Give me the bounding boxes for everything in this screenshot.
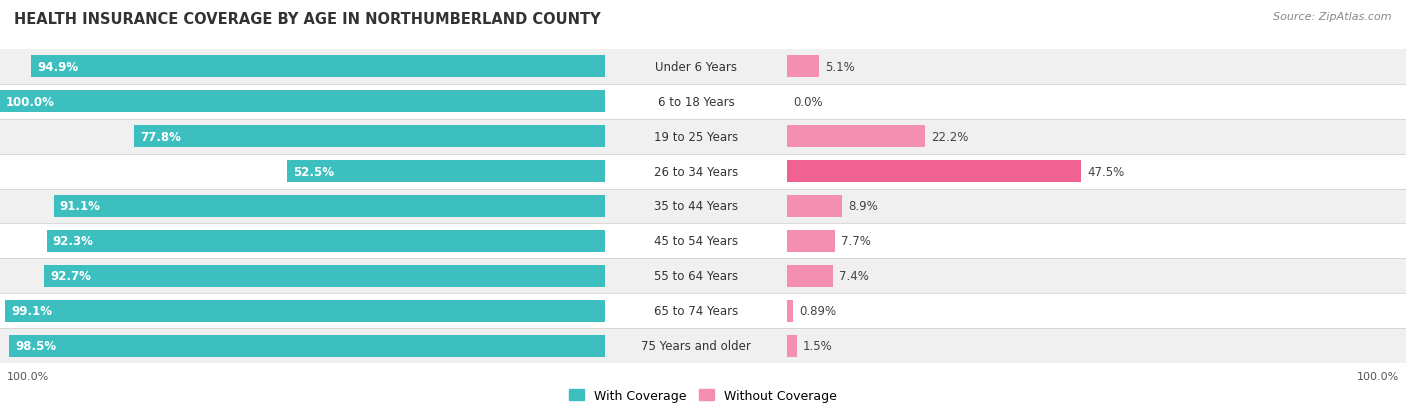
Text: 91.1%: 91.1% <box>60 200 101 213</box>
Bar <box>0 224 605 259</box>
Bar <box>0 84 605 119</box>
Bar <box>787 189 1406 224</box>
Text: Source: ZipAtlas.com: Source: ZipAtlas.com <box>1274 12 1392 22</box>
Text: 0.89%: 0.89% <box>799 305 837 318</box>
Text: HEALTH INSURANCE COVERAGE BY AGE IN NORTHUMBERLAND COUNTY: HEALTH INSURANCE COVERAGE BY AGE IN NORT… <box>14 12 600 27</box>
Bar <box>605 84 787 119</box>
Bar <box>787 329 1406 363</box>
Text: 22.2%: 22.2% <box>931 130 969 143</box>
Bar <box>0 329 605 363</box>
Bar <box>0 154 605 189</box>
Bar <box>287 161 605 183</box>
Bar <box>0 294 605 329</box>
Text: 6 to 18 Years: 6 to 18 Years <box>658 95 734 108</box>
Bar <box>53 196 605 217</box>
Text: 1.5%: 1.5% <box>803 339 832 352</box>
Bar <box>787 230 835 252</box>
Text: 100.0%: 100.0% <box>7 371 49 381</box>
Bar <box>0 91 605 113</box>
Bar <box>0 50 605 84</box>
Text: 52.5%: 52.5% <box>294 165 335 178</box>
Bar <box>46 230 605 252</box>
Text: 100.0%: 100.0% <box>1357 371 1399 381</box>
Text: 0.0%: 0.0% <box>793 95 823 108</box>
Bar <box>134 126 605 147</box>
Bar <box>605 50 787 84</box>
Text: 75 Years and older: 75 Years and older <box>641 339 751 352</box>
Bar <box>787 266 834 287</box>
Bar <box>787 300 793 322</box>
Text: 45 to 54 Years: 45 to 54 Years <box>654 235 738 248</box>
Bar <box>605 189 787 224</box>
Bar <box>787 84 1406 119</box>
Bar <box>605 259 787 294</box>
Text: 100.0%: 100.0% <box>6 95 55 108</box>
Bar <box>787 50 1406 84</box>
Bar <box>787 294 1406 329</box>
Bar <box>605 329 787 363</box>
Text: 94.9%: 94.9% <box>37 61 77 74</box>
Text: 35 to 44 Years: 35 to 44 Years <box>654 200 738 213</box>
Text: 7.7%: 7.7% <box>841 235 872 248</box>
Bar <box>0 189 605 224</box>
Text: Under 6 Years: Under 6 Years <box>655 61 737 74</box>
Text: 26 to 34 Years: 26 to 34 Years <box>654 165 738 178</box>
Bar <box>31 56 605 78</box>
Text: 7.4%: 7.4% <box>839 270 869 283</box>
Bar <box>0 259 605 294</box>
Bar <box>0 119 605 154</box>
Bar <box>605 119 787 154</box>
Text: 8.9%: 8.9% <box>849 200 879 213</box>
Bar <box>787 224 1406 259</box>
Text: 98.5%: 98.5% <box>15 339 56 352</box>
Legend: With Coverage, Without Coverage: With Coverage, Without Coverage <box>564 384 842 407</box>
Text: 77.8%: 77.8% <box>141 130 181 143</box>
Bar <box>787 154 1406 189</box>
Bar <box>787 126 925 147</box>
Text: 65 to 74 Years: 65 to 74 Years <box>654 305 738 318</box>
Bar <box>787 161 1081 183</box>
Text: 19 to 25 Years: 19 to 25 Years <box>654 130 738 143</box>
Bar <box>8 335 605 357</box>
Bar <box>44 266 605 287</box>
Bar <box>787 196 842 217</box>
Bar <box>605 294 787 329</box>
Text: 99.1%: 99.1% <box>11 305 52 318</box>
Text: 92.3%: 92.3% <box>52 235 93 248</box>
Bar <box>787 259 1406 294</box>
Bar <box>6 300 605 322</box>
Text: 5.1%: 5.1% <box>825 61 855 74</box>
Bar <box>787 56 818 78</box>
Bar <box>787 119 1406 154</box>
Bar <box>787 335 797 357</box>
Bar <box>605 154 787 189</box>
Text: 55 to 64 Years: 55 to 64 Years <box>654 270 738 283</box>
Bar <box>605 224 787 259</box>
Text: 92.7%: 92.7% <box>51 270 91 283</box>
Text: 47.5%: 47.5% <box>1087 165 1125 178</box>
